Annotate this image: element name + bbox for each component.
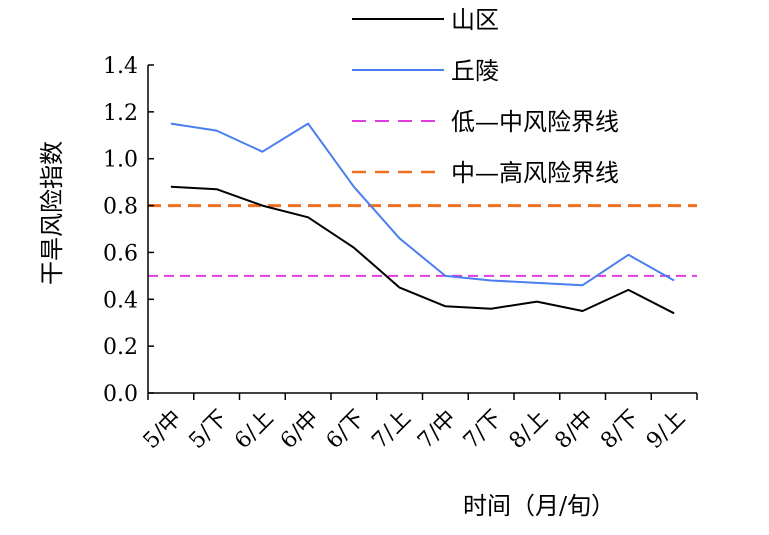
y-tick-label: 1.4 xyxy=(103,54,138,79)
x-tick-label: 6/上 xyxy=(230,406,278,454)
x-tick-label: 8/下 xyxy=(596,406,644,454)
series-line xyxy=(170,122,675,287)
x-tick-label: 5/下 xyxy=(184,406,232,454)
y-tick-label: 0.2 xyxy=(103,335,138,360)
y-tick-label: 1.0 xyxy=(103,148,138,173)
y-tick-label: 1.2 xyxy=(103,101,138,126)
x-tick-label: 7/下 xyxy=(459,406,507,454)
x-tick-label: 7/上 xyxy=(367,406,415,454)
legend-label: 山区 xyxy=(451,6,499,34)
y-tick-label: 0.8 xyxy=(103,195,138,220)
series-lines xyxy=(170,122,675,315)
x-tick-label: 5/中 xyxy=(139,406,187,454)
legend-label: 中—高风险界线 xyxy=(451,159,619,187)
legend-label: 丘陵 xyxy=(451,57,499,85)
y-tick-label: 0.0 xyxy=(103,382,138,407)
x-axis-title: 时间（月/旬） xyxy=(463,492,615,520)
y-tick-label: 0.6 xyxy=(103,241,138,266)
reference-lines xyxy=(148,204,697,277)
x-tick-label: 9/上 xyxy=(642,406,690,454)
legend-label: 低—中风险界线 xyxy=(451,108,619,136)
x-tick-label: 8/中 xyxy=(550,406,598,454)
x-tick-label: 8/上 xyxy=(505,406,553,454)
x-tick-label: 7/中 xyxy=(413,406,461,454)
y-axis-title: 干旱风险指数 xyxy=(38,141,66,285)
x-tick-label: 6/下 xyxy=(322,406,370,454)
series-line xyxy=(170,185,675,315)
y-tick-label: 0.4 xyxy=(103,288,138,313)
x-tick-label: 6/中 xyxy=(276,406,324,454)
